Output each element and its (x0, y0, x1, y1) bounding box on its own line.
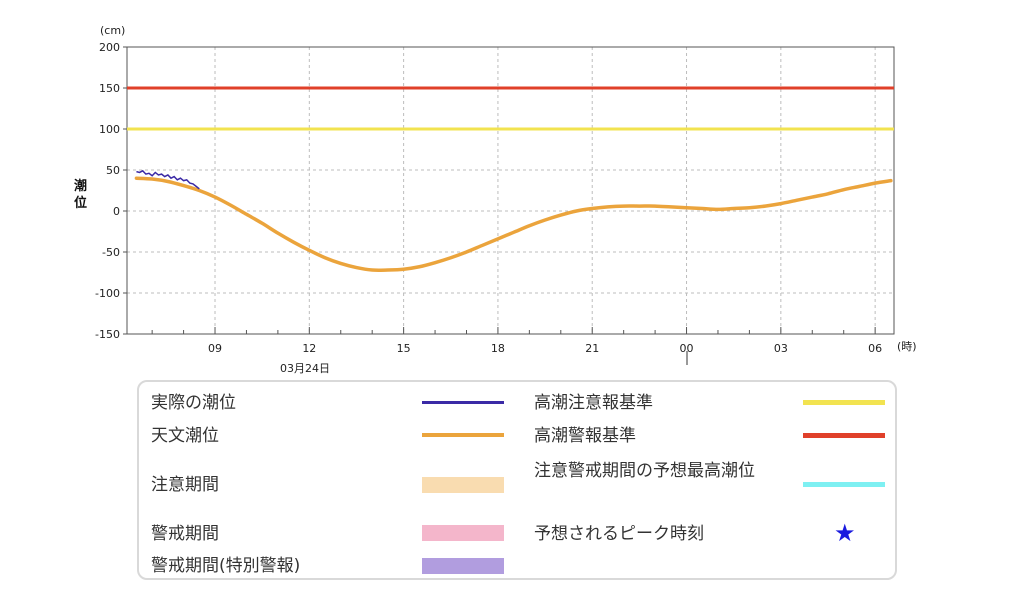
legend-swatch-astronomical (422, 433, 504, 437)
date-label: 03月24日 (280, 362, 330, 375)
x-tick-label: 09 (208, 342, 222, 355)
legend-label-forecast-max-tide: 注意警戒期間の予想最高潮位 (534, 461, 755, 481)
threshold-lines (127, 86, 894, 131)
x-tick-label: 06 (868, 342, 882, 355)
x-tick-label: 15 (397, 342, 411, 355)
grid-lines (127, 47, 894, 334)
legend-label-astronomical: 天文潮位 (151, 426, 219, 446)
legend: 実際の潮位 天文潮位 注意期間 警戒期間 警戒期間(特別警報) 高潮注意報基準 … (137, 380, 897, 580)
y-axis-title-1: 潮 (74, 178, 87, 194)
legend-label-warning-standard: 高潮警報基準 (534, 426, 636, 446)
legend-swatch-caution-period (422, 477, 504, 493)
y-axis-title-2: 位 (74, 195, 87, 211)
y-tick-label: -150 (95, 328, 120, 341)
x-tick-label: 21 (585, 342, 599, 355)
legend-label-special-warning-period: 警戒期間(特別警報) (151, 556, 301, 576)
x-tick-labels: 09 12 15 18 21 00 03 06 (151, 327, 882, 355)
x-tick-label: 03 (774, 342, 788, 355)
legend-label-advisory-standard: 高潮注意報基準 (534, 393, 653, 413)
y-tick-label: -50 (102, 246, 120, 259)
legend-swatch-advisory-standard (803, 400, 885, 405)
legend-swatch-warning-period (422, 525, 504, 541)
legend-label-actual: 実際の潮位 (151, 393, 236, 413)
plot-frame (126, 46, 895, 335)
tide-chart: 200 150 100 50 0 -50 -100 -150 09 12 15 18 21 00 03 06… (74, 24, 917, 375)
legend-label-caution-period: 注意期間 (151, 475, 219, 495)
series-line-astronomical (134, 176, 893, 273)
legend-swatch-special-warning-period (422, 558, 504, 574)
legend-label-peak-time: 予想されるピーク時刻 (534, 524, 704, 544)
x-tick-label: 18 (491, 342, 505, 355)
y-unit-label: (cm) (100, 24, 125, 37)
y-tick-label: 200 (99, 41, 120, 54)
y-tick-label: 100 (99, 123, 120, 136)
y-tick-labels: 200 150 100 50 0 -50 -100 -150 (95, 41, 127, 341)
series-lines (134, 169, 893, 273)
y-tick-label: -100 (95, 287, 120, 300)
legend-swatch-forecast-max-tide (803, 482, 885, 487)
x-tick-label: 00 (680, 342, 694, 355)
y-tick-label: 50 (106, 164, 120, 177)
x-unit-label: (時) (897, 340, 917, 353)
legend-label-warning-period: 警戒期間 (151, 524, 219, 544)
x-tick-label: 12 (302, 342, 316, 355)
series-line-actual (136, 169, 200, 190)
y-tick-label: 0 (113, 205, 120, 218)
legend-swatch-warning-standard (803, 433, 885, 438)
y-tick-label: 150 (99, 82, 120, 95)
legend-swatch-actual (422, 401, 504, 404)
legend-star-icon: ★ (834, 519, 856, 547)
